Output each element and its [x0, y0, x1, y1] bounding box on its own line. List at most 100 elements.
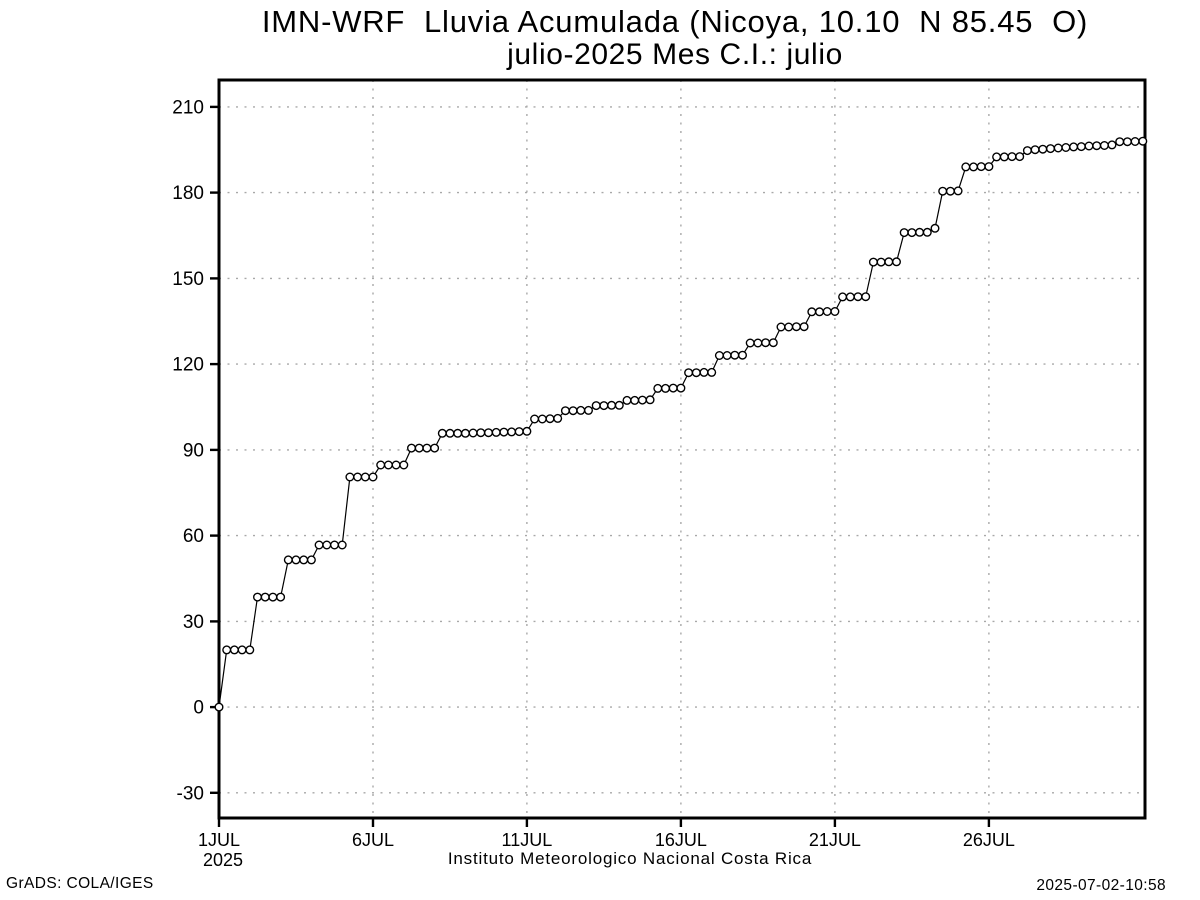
data-point-marker: [422, 443, 432, 453]
data-point-marker: [607, 400, 617, 410]
y-axis-tick-label: 120: [172, 355, 204, 376]
x-axis-tick-label: 11JUL: [502, 830, 553, 850]
data-point-marker: [576, 405, 586, 415]
data-point-marker: [1130, 137, 1140, 147]
data-point-marker: [876, 257, 886, 267]
data-point-marker: [622, 395, 632, 405]
data-point-marker: [537, 414, 547, 424]
data-point-marker: [1015, 152, 1025, 162]
data-point-marker: [437, 428, 447, 438]
grads-credit: GrADS: COLA/IGES: [6, 875, 154, 892]
data-point-marker: [838, 292, 848, 302]
data-point-marker: [414, 443, 424, 453]
data-point-marker: [329, 540, 339, 550]
x-axis-tick-label: 16JUL: [655, 830, 707, 850]
data-point-marker: [1022, 146, 1032, 156]
data-point-marker: [283, 555, 293, 565]
data-point-marker: [976, 162, 986, 172]
data-point-marker: [345, 472, 355, 482]
data-point-marker: [430, 443, 440, 453]
data-point-marker: [453, 428, 463, 438]
data-point-marker: [668, 383, 678, 393]
data-point-marker: [460, 428, 470, 438]
data-point-marker: [645, 395, 655, 405]
data-point-marker: [1107, 140, 1117, 150]
data-point-marker: [791, 322, 801, 332]
data-point-marker: [1122, 137, 1132, 147]
data-point-marker: [368, 472, 378, 482]
data-point-marker: [584, 405, 594, 415]
data-point-marker: [245, 645, 255, 655]
plot-frame: [217, 78, 1147, 820]
data-point-marker: [753, 338, 763, 348]
data-point-marker: [522, 426, 532, 436]
data-point-marker: [1061, 143, 1071, 153]
data-point-marker: [922, 227, 932, 237]
data-point-marker: [961, 162, 971, 172]
data-point-marker: [353, 472, 363, 482]
data-point-marker: [884, 257, 894, 267]
data-point-marker: [214, 702, 224, 712]
data-point-marker: [722, 351, 732, 361]
data-point-marker: [691, 368, 701, 378]
data-point-marker: [845, 292, 855, 302]
data-point-marker: [383, 460, 393, 470]
data-point-marker: [861, 292, 871, 302]
y-axis-tick-label: 180: [172, 183, 204, 204]
data-point-marker: [930, 223, 940, 233]
data-point-marker: [653, 383, 663, 393]
data-point-marker: [445, 428, 455, 438]
data-point-marker: [714, 351, 724, 361]
x-axis-tick-label: 1JUL: [198, 830, 240, 850]
data-point-marker: [730, 350, 740, 360]
data-point-marker: [360, 472, 370, 482]
data-point-marker: [322, 540, 332, 550]
data-point-marker: [253, 592, 263, 602]
y-axis-tick-label: 30: [183, 612, 204, 633]
data-point-marker: [1099, 141, 1109, 151]
data-point-marker: [1038, 144, 1048, 154]
data-point-marker: [1030, 145, 1040, 155]
data-point-marker: [661, 383, 671, 393]
data-point-marker: [745, 338, 755, 348]
data-point-marker: [984, 162, 994, 172]
data-point-marker: [299, 555, 309, 565]
data-point-marker: [530, 414, 540, 424]
x-axis-tick-sublabel: 2025: [203, 850, 243, 870]
y-axis-tick-label: -30: [177, 783, 204, 804]
data-point-marker: [1053, 143, 1063, 153]
data-point-marker: [699, 367, 709, 377]
data-point-marker: [614, 400, 624, 410]
data-point-marker: [953, 186, 963, 196]
x-axis-tick-label: 6JUL: [352, 830, 394, 850]
data-point-marker: [684, 368, 694, 378]
data-point-marker: [945, 186, 955, 196]
data-point-marker: [822, 306, 832, 316]
data-point-marker: [807, 307, 817, 317]
y-axis-tick-label: 210: [172, 97, 204, 118]
data-point-marker: [406, 443, 416, 453]
data-point-marker: [399, 460, 409, 470]
data-point-marker: [799, 322, 809, 332]
data-point-marker: [391, 460, 401, 470]
data-point-marker: [969, 162, 979, 172]
data-point-marker: [815, 307, 825, 317]
data-point-marker: [1092, 141, 1102, 151]
data-point-marker: [514, 427, 524, 437]
data-point-marker: [314, 540, 324, 550]
data-point-marker: [868, 257, 878, 267]
data-point-marker: [291, 555, 301, 565]
data-point-marker: [907, 228, 917, 238]
data-point-marker: [892, 257, 902, 267]
data-point-marker: [260, 592, 270, 602]
data-point-marker: [553, 413, 563, 423]
data-point-marker: [545, 414, 555, 424]
data-point-marker: [1007, 152, 1017, 162]
data-point-marker: [637, 395, 647, 405]
data-point-marker: [476, 428, 486, 438]
data-point-marker: [853, 292, 863, 302]
y-axis-tick-label: 60: [183, 526, 204, 547]
y-axis-tick-label: 150: [172, 269, 204, 290]
